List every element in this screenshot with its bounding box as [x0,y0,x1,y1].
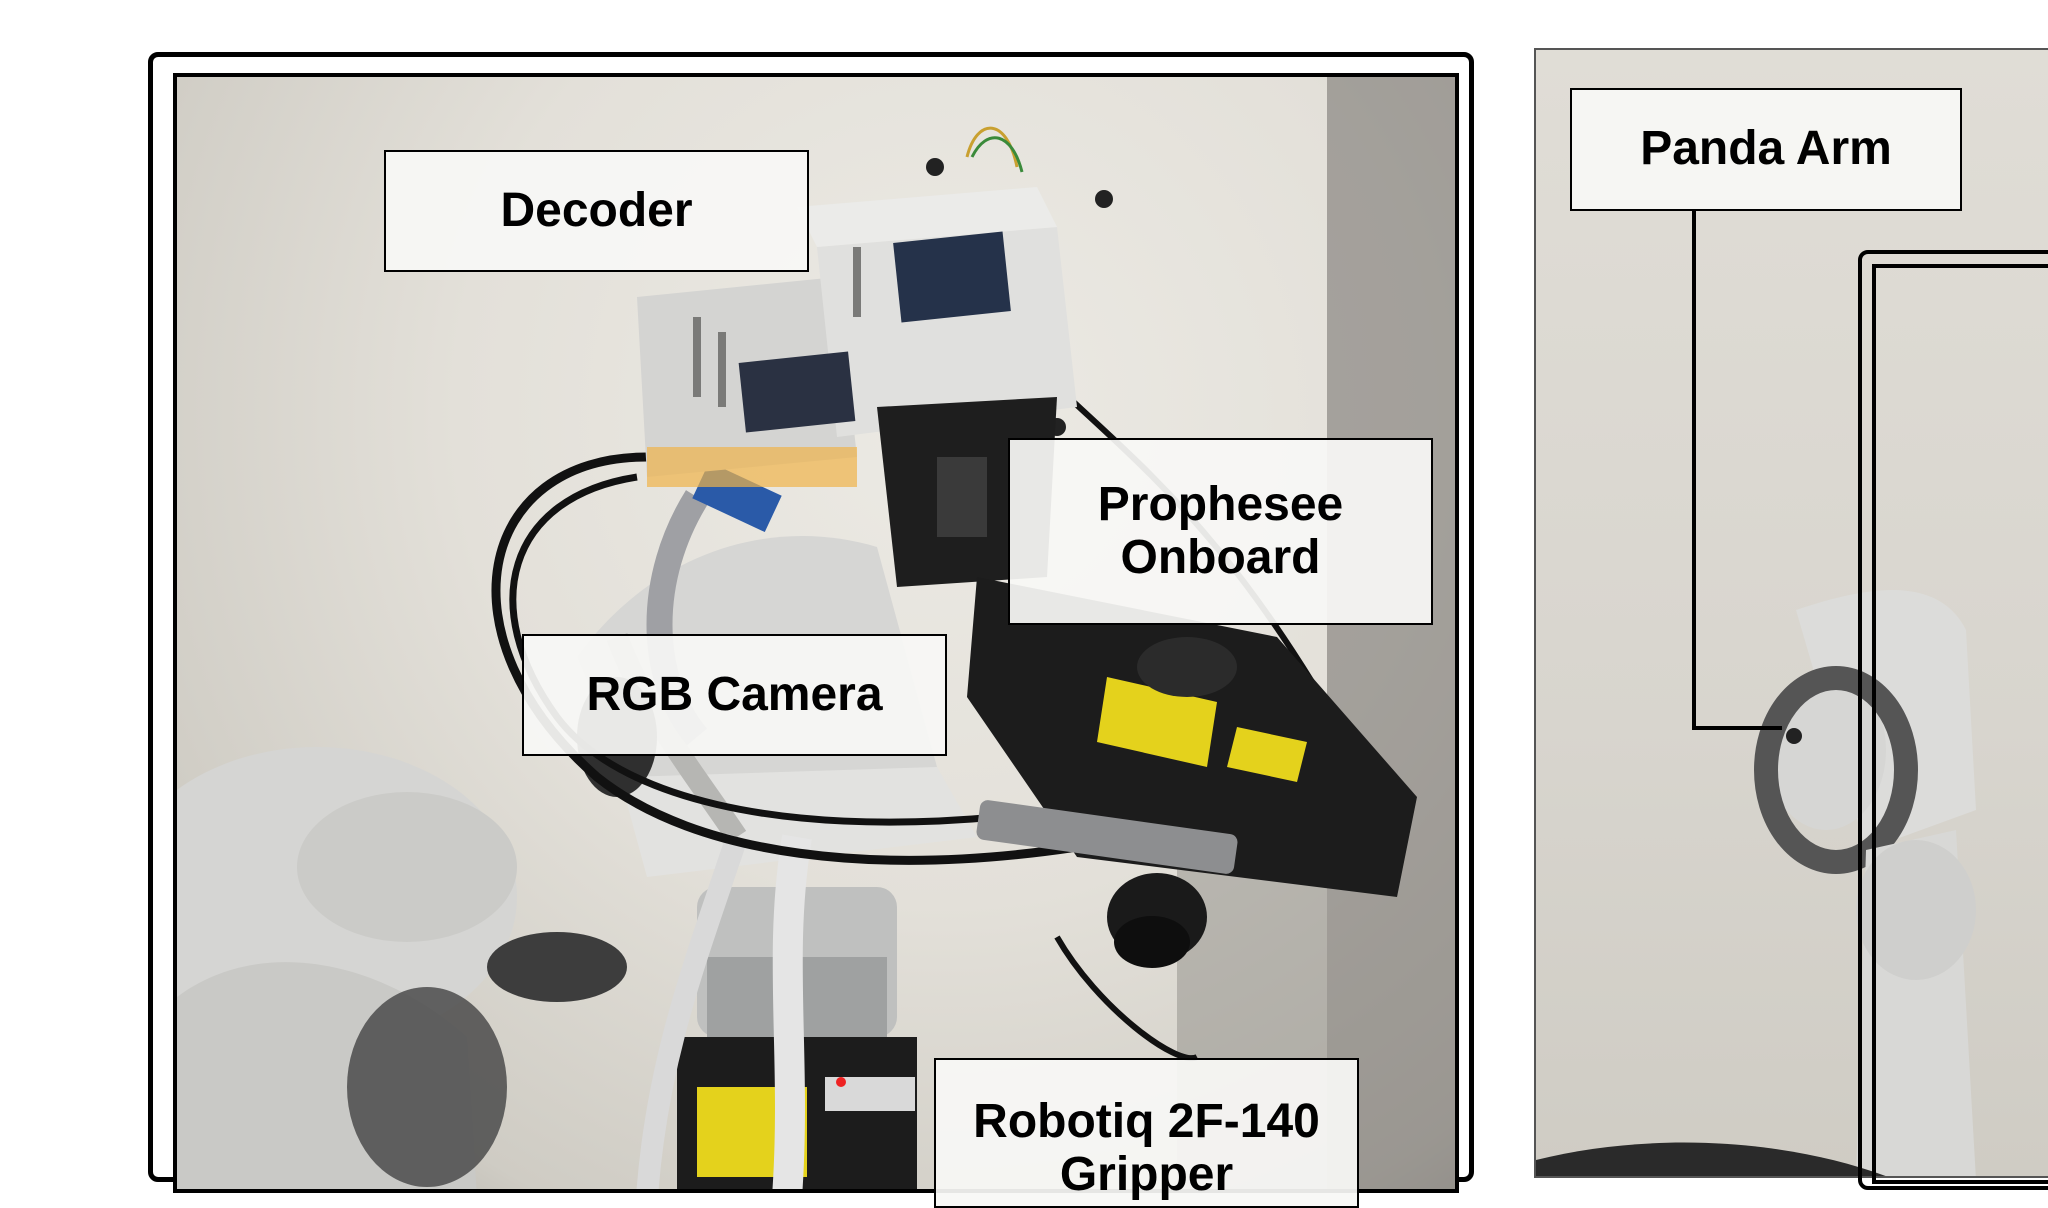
prophesee-onboard-label: Prophesee Onboard [1008,438,1433,625]
panda-arm-callout-vertical [1692,210,1696,730]
rgb-camera-label: RGB Camera [522,634,947,756]
panda-arm-photo [1534,48,2048,1178]
robotiq-gripper-label: Robotiq 2F-140 Gripper [934,1058,1359,1208]
panda-arm-illustration [1536,590,1976,1176]
decoder-label: Decoder [384,150,809,272]
robot-sensor-rig-photo [173,73,1459,1193]
inset-photo-frame-inner [1872,264,2048,1184]
panda-arm-label: Panda Arm [1570,88,1962,211]
panda-arm-callout-horizontal [1692,726,1782,730]
